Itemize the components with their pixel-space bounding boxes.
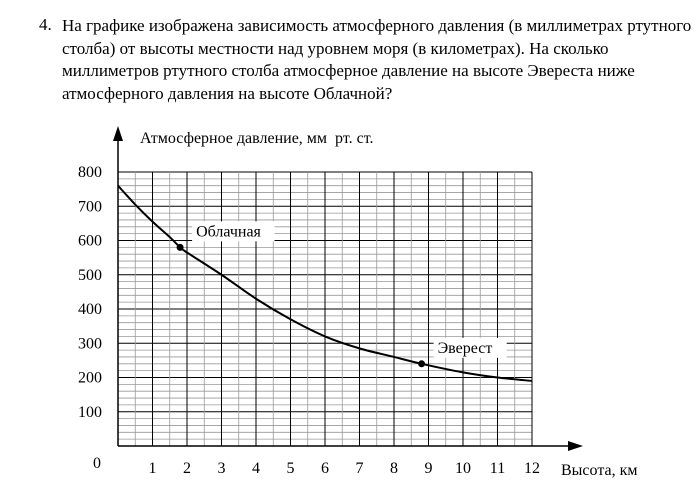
x-tick-label: 2: [183, 460, 191, 477]
x-axis-label: Высота, км: [561, 462, 638, 479]
y-tick-label: 700: [78, 198, 102, 215]
y-tick-label: 600: [78, 233, 102, 250]
annotation-label: Эверест: [438, 340, 493, 357]
x-tick-label: 1: [149, 460, 157, 477]
x-tick-label: 3: [218, 460, 226, 477]
question-text: На графике изображена зависимость атмосф…: [62, 16, 692, 103]
x-tick-label: 10: [455, 460, 471, 477]
axes: [113, 126, 583, 451]
annotation-label-bg: [192, 221, 275, 242]
x-tick-label: 8: [390, 460, 398, 477]
y-tick-label: 300: [78, 335, 102, 352]
annotation-point: [176, 243, 184, 251]
y-axis-label: Атмосферное давление, мм рт. ст.: [140, 130, 374, 147]
x-tick-label: 12: [524, 460, 540, 477]
x-tick-label: 6: [321, 460, 329, 477]
x-tick-label: 11: [490, 460, 505, 477]
y-tick-label: 200: [78, 370, 102, 387]
origin-label: 0: [93, 455, 101, 472]
annotation-label: Облачная: [196, 223, 261, 240]
grid: [117, 171, 533, 447]
x-tick-label: 7: [356, 460, 364, 477]
annotation-label-bg: [433, 337, 507, 358]
pressure-curve: [117, 185, 533, 382]
y-tick-label: 500: [78, 267, 102, 284]
y-tick-label: 800: [78, 164, 102, 181]
annotations: Облачная Эверест: [176, 221, 507, 368]
y-tick-label: 100: [78, 404, 102, 421]
y-axis-arrow: [113, 126, 123, 141]
x-tick-label: 4: [252, 460, 260, 477]
question-number: 4.: [39, 15, 52, 34]
annotation-point: [418, 360, 426, 368]
x-tick-label: 5: [287, 460, 295, 477]
y-tick-label: 400: [78, 301, 102, 318]
x-axis-arrow: [568, 441, 583, 451]
x-tick-label: 9: [425, 460, 433, 477]
